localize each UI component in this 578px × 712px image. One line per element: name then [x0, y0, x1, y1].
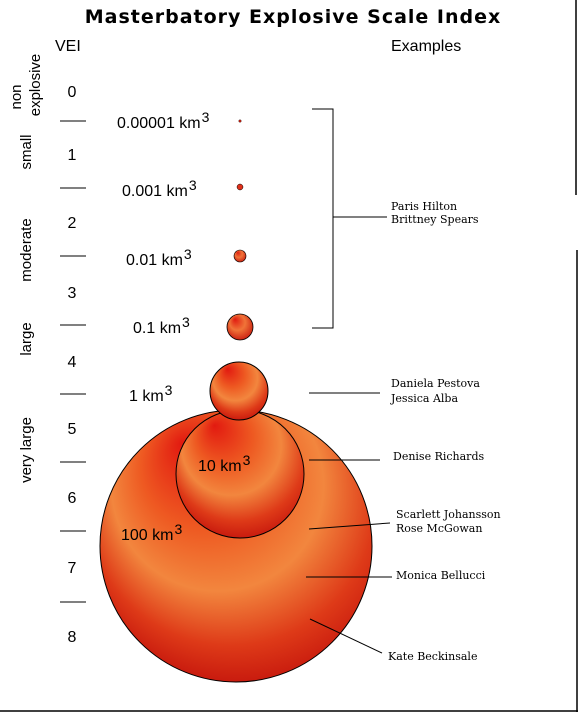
vei-level-1: 1: [68, 147, 77, 164]
example-kate-beckinsale: Kate Beckinsale: [388, 650, 477, 663]
volume-label-100: 100 km3: [121, 521, 182, 544]
leader-vei8-plus: [309, 618, 383, 654]
vei-level-5: 5: [68, 421, 77, 438]
category-moderate: moderate: [18, 218, 35, 281]
vei-level-8: 8: [68, 629, 77, 646]
volume-label-0-001: 0.001 km3: [122, 177, 197, 200]
example-denise-richards: Denise Richards: [393, 450, 484, 463]
example-brittney-spears: Brittney Spears: [391, 213, 479, 226]
sphere-0-1-km3: [226, 313, 254, 341]
example-paris-hilton: Paris Hilton: [391, 200, 457, 213]
example-rose-mcgowan: Rose McGowan: [396, 522, 482, 535]
sphere-0-001-km3: [236, 183, 244, 191]
volume-label-10: 10 km3: [198, 452, 251, 475]
volume-label-1: 1 km3: [129, 382, 173, 405]
vei-level-7: 7: [68, 560, 77, 577]
diagram-title: Masterbatory Explosive Scale Index: [85, 6, 502, 28]
example-monica-bellucci: Monica Bellucci: [396, 569, 486, 582]
category-non-explosive-line1: non: [8, 84, 25, 109]
category-very-large: very large: [18, 417, 35, 483]
sphere-0-00001-km3: [238, 119, 242, 123]
group-bracket: [312, 108, 334, 329]
sphere-0-01-km3: [233, 249, 247, 263]
vei-level-6: 6: [68, 490, 77, 507]
leader-vei7: [308, 522, 391, 530]
vei-level-2: 2: [68, 215, 77, 232]
category-non-explosive-line2: explosive: [27, 54, 44, 117]
example-jessica-alba: Jessica Alba: [390, 392, 458, 405]
volume-label-0-1: 0.1 km3: [133, 314, 190, 337]
category-small: small: [18, 134, 35, 169]
category-large: large: [18, 322, 35, 355]
volume-label-0-00001: 0.00001 km3: [117, 109, 210, 132]
volume-label-0-01: 0.01 km3: [126, 246, 192, 269]
sphere-1-km3: [209, 361, 269, 421]
vei-level-3: 3: [68, 285, 77, 302]
vei-level-4: 4: [68, 354, 77, 371]
vei-header: VEI: [55, 38, 81, 55]
example-scarlett-johansson: Scarlett Johansson: [396, 508, 501, 521]
examples-header: Examples: [391, 38, 461, 55]
vei-level-0: 0: [68, 84, 77, 101]
example-daniela-pestova: Daniela Pestova: [391, 377, 480, 390]
